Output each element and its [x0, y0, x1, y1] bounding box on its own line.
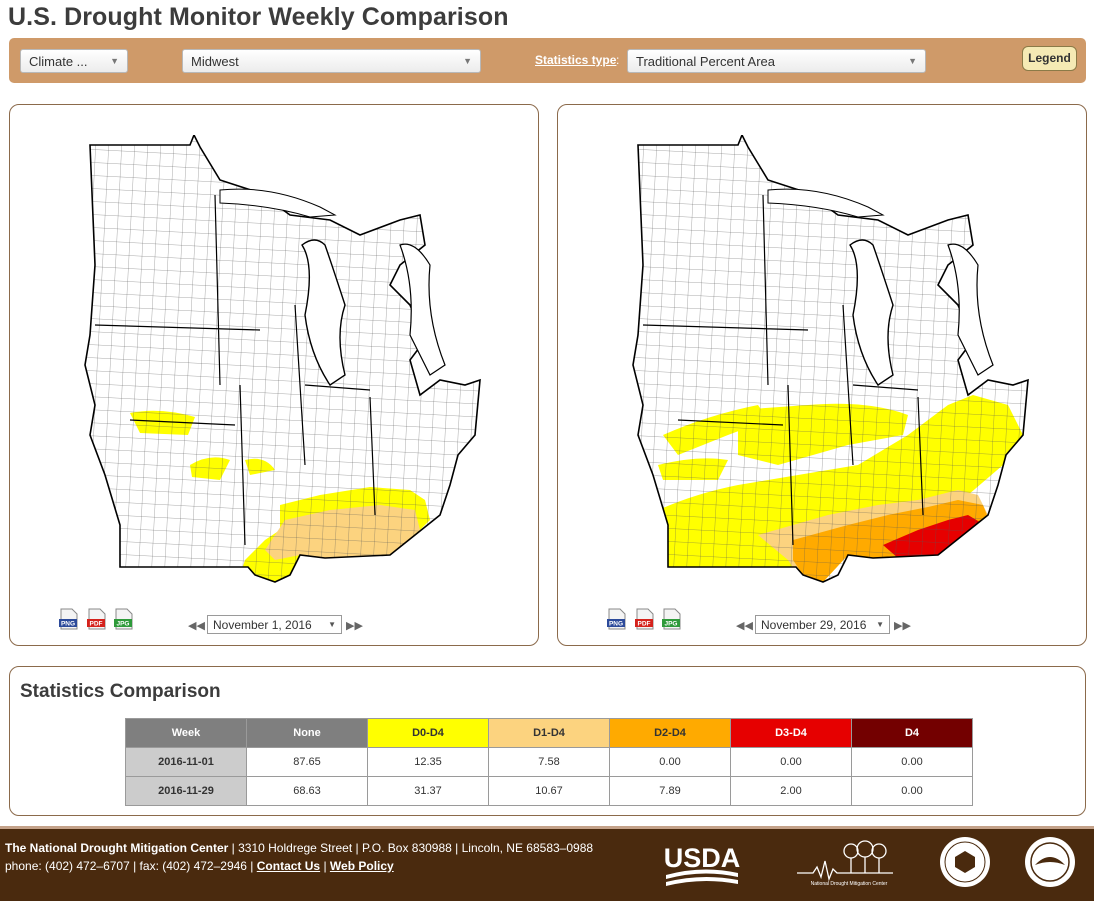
cell-d2-d4: 7.89: [609, 776, 731, 806]
map-panel-left: PNG PDF JPG ◀◀ November 1, 2016 ▼ ▶▶: [9, 104, 539, 646]
header-none: None: [246, 718, 368, 748]
ndmc-logo[interactable]: National Drought Mitigation Center: [793, 839, 899, 889]
footer-address: | 3310 Holdrege Street | P.O. Box 830988…: [228, 841, 594, 855]
download-jpg-icon[interactable]: JPG: [113, 608, 135, 630]
header-d3-d4: D3-D4: [730, 718, 852, 748]
statistics-table: Week None D0-D4 D1-D4 D2-D4 D3-D4 D4 201…: [125, 718, 973, 806]
download-pdf-icon[interactable]: PDF: [86, 608, 108, 630]
download-png-icon[interactable]: PNG: [606, 608, 628, 630]
date-select-right-value: November 29, 2016: [761, 618, 867, 632]
statistics-panel: Statistics Comparison Week None D0-D4 D1…: [9, 666, 1086, 816]
statistics-type-value: Traditional Percent Area: [636, 54, 775, 69]
row-week: 2016-11-01: [125, 747, 247, 777]
cell-d0-d4: 12.35: [367, 747, 489, 777]
jpg-label: JPG: [664, 621, 677, 628]
header-d4: D4: [851, 718, 973, 748]
statistics-type-colon: :: [616, 53, 620, 67]
cell-d3-d4: 2.00: [730, 776, 852, 806]
cell-d4: 0.00: [851, 747, 973, 777]
date-select-left[interactable]: November 1, 2016 ▼: [207, 615, 342, 634]
drought-map-right[interactable]: [618, 135, 1038, 595]
statistics-title: Statistics Comparison: [20, 681, 221, 702]
header-week: Week: [125, 718, 247, 748]
toolbar: Climate ... ▼ Midwest ▼ Statistics type …: [9, 38, 1086, 83]
png-label: PNG: [61, 621, 75, 628]
statistics-type-select[interactable]: Traditional Percent Area ▼: [627, 49, 926, 73]
statistics-type-link[interactable]: Statistics type: [535, 53, 617, 67]
row-week: 2016-11-29: [125, 776, 247, 806]
chevron-down-icon: ▼: [110, 56, 119, 66]
cell-d1-d4: 7.58: [488, 747, 610, 777]
cell-d1-d4: 10.67: [488, 776, 610, 806]
noaa-logo-icon[interactable]: [1023, 835, 1077, 889]
header-d1-d4: D1-D4: [488, 718, 610, 748]
chevron-down-icon: ▼: [328, 620, 336, 629]
download-png-icon[interactable]: PNG: [58, 608, 80, 630]
contact-us-link[interactable]: Contact Us: [256, 859, 321, 873]
cell-d3-d4: 0.00: [730, 747, 852, 777]
web-policy-link[interactable]: Web Policy: [329, 859, 394, 873]
chevron-down-icon: ▼: [876, 620, 884, 629]
cell-d2-d4: 0.00: [609, 747, 731, 777]
drought-map-left[interactable]: [70, 135, 490, 595]
table-row: 2016-11-01 87.65 12.35 7.58 0.00 0.00 0.…: [125, 747, 973, 777]
usda-logo[interactable]: USDA: [664, 837, 740, 893]
usda-logo-text: USDA: [664, 843, 740, 873]
region-select-value: Midwest: [191, 54, 239, 69]
doc-seal-icon[interactable]: [938, 835, 992, 889]
previous-week-icon[interactable]: ◀◀: [736, 620, 753, 632]
footer-org-name: The National Drought Mitigation Center: [5, 841, 229, 855]
footer-address-line: The National Drought Mitigation Center |…: [5, 841, 593, 855]
footer-separator: |: [320, 859, 330, 873]
previous-week-icon[interactable]: ◀◀: [188, 620, 205, 632]
chevron-down-icon: ▼: [463, 56, 472, 66]
footer-phone: phone: (402) 472–6707 | fax: (402) 472–2…: [5, 859, 257, 873]
jpg-label: JPG: [116, 621, 129, 628]
download-jpg-icon[interactable]: JPG: [661, 608, 683, 630]
footer: The National Drought Mitigation Center |…: [0, 826, 1094, 901]
date-select-left-value: November 1, 2016: [213, 618, 312, 632]
cell-d4: 0.00: [851, 776, 973, 806]
next-week-icon[interactable]: ▶▶: [894, 620, 911, 632]
table-row: 2016-11-29 68.63 31.37 10.67 7.89 2.00 0…: [125, 776, 973, 806]
map-panel-right: PNG PDF JPG ◀◀ November 29, 2016 ▼ ▶▶: [557, 104, 1087, 646]
region-select[interactable]: Midwest ▼: [182, 49, 481, 73]
cell-none: 68.63: [246, 776, 368, 806]
statistics-header-row: Week None D0-D4 D1-D4 D2-D4 D3-D4 D4: [125, 718, 973, 748]
climate-select[interactable]: Climate ... ▼: [20, 49, 128, 73]
download-pdf-icon[interactable]: PDF: [634, 608, 656, 630]
footer-contact-line: phone: (402) 472–6707 | fax: (402) 472–2…: [5, 859, 394, 873]
header-d0-d4: D0-D4: [367, 718, 489, 748]
page-title: U.S. Drought Monitor Weekly Comparison: [8, 3, 509, 31]
png-label: PNG: [609, 621, 623, 628]
legend-button[interactable]: Legend: [1022, 46, 1077, 71]
chevron-down-icon: ▼: [908, 56, 917, 66]
cell-d0-d4: 31.37: [367, 776, 489, 806]
pdf-label: PDF: [90, 621, 103, 628]
cell-none: 87.65: [246, 747, 368, 777]
header-d2-d4: D2-D4: [609, 718, 731, 748]
date-select-right[interactable]: November 29, 2016 ▼: [755, 615, 890, 634]
pdf-label: PDF: [638, 621, 651, 628]
ndmc-logo-text: National Drought Mitigation Center: [811, 881, 888, 887]
climate-select-value: Climate ...: [29, 54, 88, 69]
next-week-icon[interactable]: ▶▶: [346, 620, 363, 632]
